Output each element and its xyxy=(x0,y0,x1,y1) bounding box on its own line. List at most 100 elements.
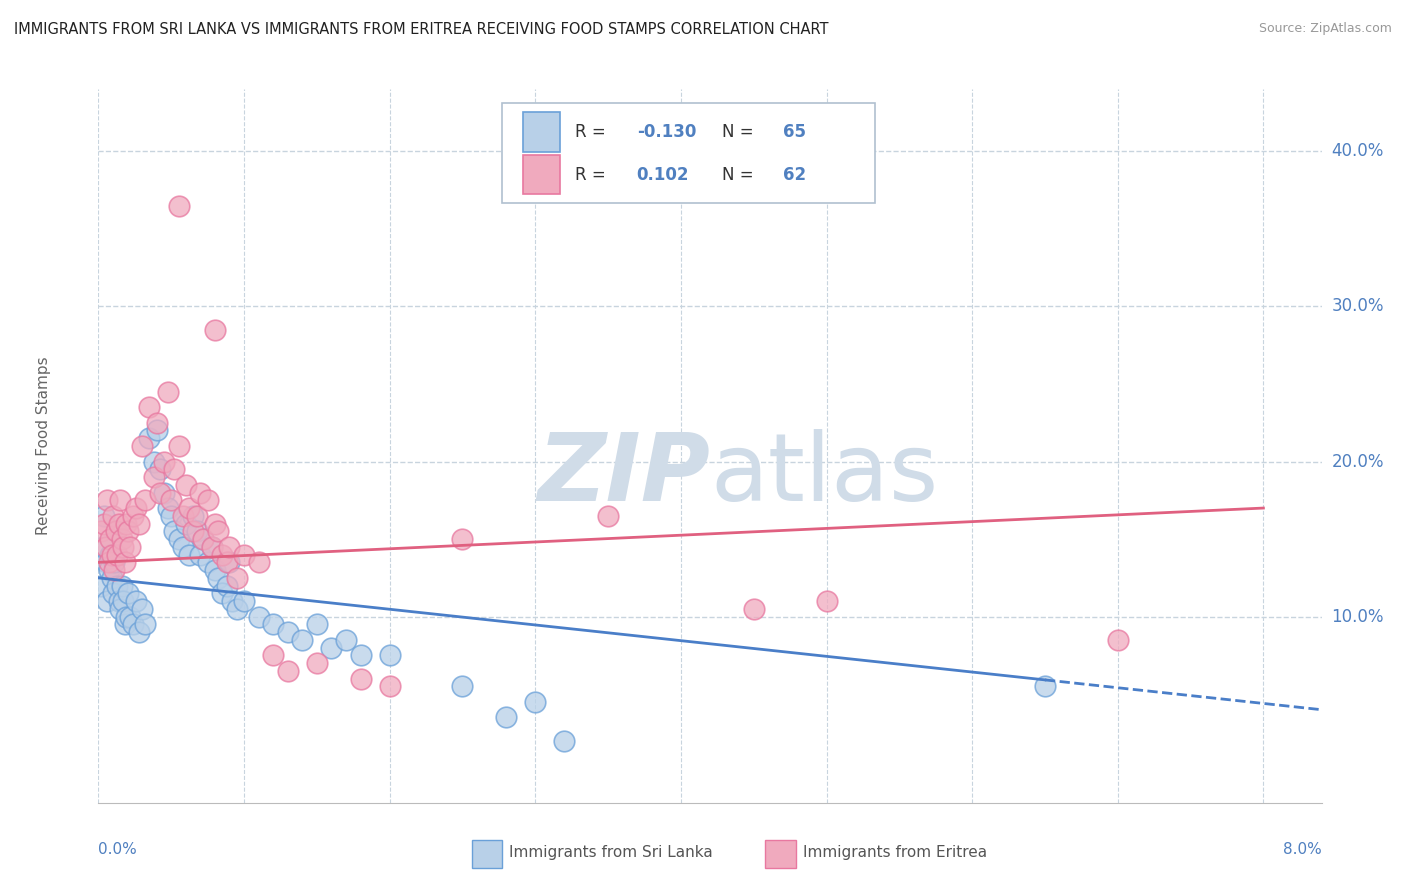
Point xyxy=(193,532,215,546)
Point xyxy=(90,524,112,539)
Point xyxy=(94,555,117,569)
Point xyxy=(117,586,139,600)
Point xyxy=(188,485,211,500)
Text: IMMIGRANTS FROM SRI LANKA VS IMMIGRANTS FROM ERITREA RECEIVING FOOD STAMPS CORRE: IMMIGRANTS FROM SRI LANKA VS IMMIGRANTS … xyxy=(14,22,828,37)
Point xyxy=(101,586,124,600)
Point xyxy=(98,548,121,562)
Text: ZIP: ZIP xyxy=(537,428,710,521)
Point xyxy=(145,416,167,430)
Point xyxy=(149,462,172,476)
Point xyxy=(197,493,219,508)
Point xyxy=(335,632,357,647)
Point xyxy=(110,493,132,508)
Point xyxy=(596,508,619,523)
Text: Immigrants from Sri Lanka: Immigrants from Sri Lanka xyxy=(509,846,713,860)
Point xyxy=(142,454,165,468)
Point xyxy=(138,431,160,445)
Point xyxy=(451,680,474,694)
Point xyxy=(218,555,240,569)
Point xyxy=(93,516,115,531)
Point xyxy=(225,602,247,616)
Point xyxy=(163,462,186,476)
Point xyxy=(96,594,118,608)
Point xyxy=(215,555,238,569)
Point xyxy=(115,516,138,531)
Point xyxy=(262,617,284,632)
Point xyxy=(1033,680,1056,694)
Point xyxy=(120,540,142,554)
Point xyxy=(93,508,115,523)
FancyBboxPatch shape xyxy=(502,103,875,203)
Point xyxy=(149,485,172,500)
Point xyxy=(111,579,134,593)
Point xyxy=(495,710,517,724)
Point xyxy=(524,695,547,709)
Point xyxy=(177,501,200,516)
Point xyxy=(186,508,208,523)
Point xyxy=(553,733,575,747)
Text: 30.0%: 30.0% xyxy=(1331,297,1384,316)
Text: 65: 65 xyxy=(783,123,807,141)
Point xyxy=(125,501,148,516)
Point xyxy=(247,555,270,569)
Point xyxy=(108,516,131,531)
Text: Receiving Food Stamps: Receiving Food Stamps xyxy=(37,357,51,535)
Point xyxy=(167,198,190,212)
Point xyxy=(201,540,224,554)
Point xyxy=(172,508,194,523)
Point xyxy=(145,424,167,438)
Point xyxy=(215,579,238,593)
Point xyxy=(177,548,200,562)
Point xyxy=(349,672,371,686)
Point xyxy=(188,548,211,562)
Point xyxy=(117,524,139,539)
Point xyxy=(207,571,229,585)
Point xyxy=(204,323,226,337)
Text: 8.0%: 8.0% xyxy=(1282,842,1322,857)
Point xyxy=(174,477,197,491)
Point xyxy=(1107,632,1129,647)
Point xyxy=(131,602,153,616)
Point xyxy=(134,617,156,632)
Point xyxy=(115,609,138,624)
Text: R =: R = xyxy=(575,166,612,184)
Point xyxy=(160,508,183,523)
Text: N =: N = xyxy=(723,166,759,184)
Point xyxy=(97,555,120,569)
Text: -0.130: -0.130 xyxy=(637,123,696,141)
Point xyxy=(111,532,134,546)
Point xyxy=(233,594,256,608)
Point xyxy=(100,548,122,562)
Text: atlas: atlas xyxy=(710,428,938,521)
Point xyxy=(120,609,142,624)
Bar xyxy=(765,840,796,869)
Point xyxy=(207,524,229,539)
Point xyxy=(181,508,204,523)
Point xyxy=(204,516,226,531)
Point xyxy=(153,485,176,500)
Point xyxy=(201,540,224,554)
Point xyxy=(305,656,328,670)
Point xyxy=(122,617,145,632)
Point xyxy=(218,540,240,554)
Point xyxy=(225,571,247,585)
Point xyxy=(174,516,197,531)
Point xyxy=(91,540,114,554)
Point xyxy=(163,524,186,539)
Point xyxy=(291,632,314,647)
Point xyxy=(101,508,124,523)
Bar xyxy=(471,840,502,869)
Point xyxy=(378,648,401,663)
Point xyxy=(131,439,153,453)
Bar xyxy=(523,112,560,152)
Point xyxy=(349,648,371,663)
Text: 0.102: 0.102 xyxy=(637,166,689,184)
Text: 10.0%: 10.0% xyxy=(1331,607,1384,625)
Text: Source: ZipAtlas.com: Source: ZipAtlas.com xyxy=(1258,22,1392,36)
Point xyxy=(160,493,183,508)
Point xyxy=(110,602,132,616)
Point xyxy=(305,617,328,632)
Point xyxy=(172,540,194,554)
Text: 20.0%: 20.0% xyxy=(1331,452,1384,470)
Point xyxy=(742,602,765,616)
